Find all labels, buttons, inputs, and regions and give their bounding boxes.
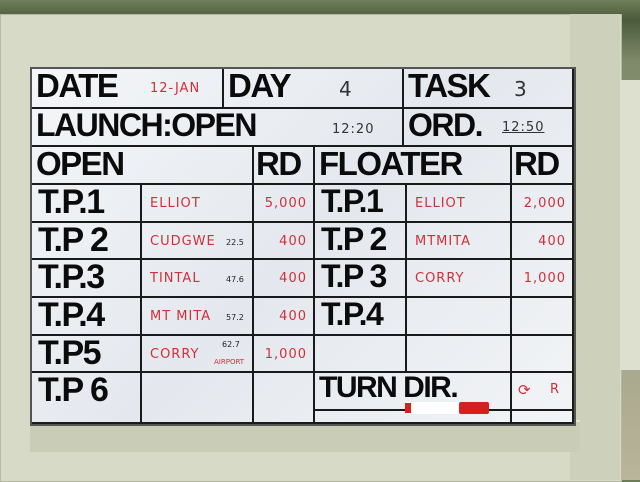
floater-tp-cell: T.P 2 [315,223,407,260]
floater-tp-name: CORRY [415,271,465,286]
open-rd-value: 400 [279,234,307,249]
open-header: OPEN [32,147,254,185]
day-cell: DAY 4 [224,69,404,109]
floater-tp-label: T.P.1 [321,185,384,219]
open-header-label: OPEN [36,147,125,182]
floater-name-cell [407,298,512,336]
floater-rd-value: 400 [538,234,566,249]
launch-cell: LAUNCH:OPEN 12:20 [32,109,404,147]
date-label: DATE [36,69,119,104]
open-rd-value: 1,000 [264,347,307,362]
turn-dir-value-cell: ⟳ R [512,373,574,411]
open-tp-label: T.P.3 [38,260,105,296]
open-rd-value: 5,000 [264,196,307,211]
date-cell: DATE 12-JAN [32,69,224,109]
open-name-cell: ELLIOT [142,185,254,223]
open-tp-note: AIRPORT [214,358,245,366]
floater-header: FLOATER [315,147,512,185]
open-rd-cell: 400 [254,298,315,336]
open-rd-cell: 5,000 [254,185,315,223]
open-tp-distance: 57.2 [226,313,244,322]
ord-label: ORD. [408,109,484,143]
open-tp-name: CUDGWE [150,234,216,249]
open-tp-name: ELLIOT [150,196,201,211]
ord-time: 12:50 [502,120,545,135]
floater-rd-value: 2,000 [523,196,566,211]
floater-rd-cell: 2,000 [512,185,574,223]
ord-cell: ORD. 12:50 [404,109,574,147]
open-tp-distance: 62.7 [222,340,240,349]
floater-tp-cell: T.P.4 [315,298,407,336]
open-rd-cell [254,373,315,424]
task-label: TASK [408,69,491,104]
floater-tp-label: T.P.4 [321,298,384,332]
floater-empty-cell [315,336,407,373]
blank-cell [512,411,574,424]
open-rd-cell: 400 [254,223,315,260]
open-tp-distance: 22.5 [226,238,244,247]
floater-empty-cell [407,336,512,373]
floater-rd-cell: 400 [512,223,574,260]
open-tp-label: T.P.4 [38,298,105,334]
rd2-header-label: RD [514,147,560,182]
task-cell: TASK 3 [404,69,574,109]
open-tp-cell: T.P5 [32,336,142,373]
day-label: DAY [228,69,292,104]
open-tp-cell: T.P 2 [32,223,142,260]
floater-tp-cell: T.P.1 [315,185,407,223]
blank-cell [315,411,512,424]
open-tp-cell: T.P 6 [32,373,142,424]
open-rd-cell: 1,000 [254,336,315,373]
floater-empty-cell [512,336,574,373]
open-rd-value: 400 [279,271,307,286]
open-tp-distance: 47.6 [226,275,244,284]
rd2-header: RD [512,147,574,185]
open-name-cell [142,373,254,424]
open-rd-cell: 400 [254,260,315,298]
floater-rd-cell [512,298,574,336]
open-name-cell: CORRY 62.7 AIRPORT [142,336,254,373]
open-tp-label: T.P 6 [38,373,109,409]
open-tp-label: T.P5 [38,336,102,372]
open-tp-cell: T.P.4 [32,298,142,336]
floater-tp-name: ELLIOT [415,196,466,211]
frame-post [570,14,620,480]
open-tp-cell: T.P.3 [32,260,142,298]
open-rd-value: 400 [279,309,307,324]
task-value: 3 [514,77,528,101]
open-tp-label: T.P.1 [38,185,105,221]
floater-rd-value: 1,000 [523,271,566,286]
open-tp-name: CORRY [150,347,200,362]
day-value: 4 [339,77,353,101]
launch-time: 12:20 [332,122,375,137]
rd-header: RD [254,147,315,185]
floater-name-cell: MTMITA [407,223,512,260]
turn-dir-label: TURN DIR. [319,373,459,404]
whiteboard: DATE 12-JAN DAY 4 TASK 3 LAUNCH:OPEN 12:… [30,67,576,426]
turn-dir-cell: TURN DIR. [315,373,512,411]
adjacent-board [620,80,640,370]
open-tp-name: MT MITA [150,309,212,324]
turn-dir-value: R [550,382,561,397]
open-tp-cell: T.P.1 [32,185,142,223]
red-whiteboard-marker[interactable] [405,402,489,414]
floater-rd-cell: 1,000 [512,260,574,298]
open-name-cell: TINTAL 47.6 [142,260,254,298]
open-tp-name: TINTAL [150,271,201,286]
open-tp-label: T.P 2 [38,223,109,259]
open-name-cell: MT MITA 57.2 [142,298,254,336]
floater-header-label: FLOATER [319,147,463,182]
circled-arrow-icon: ⟳ [518,381,532,399]
launch-label: LAUNCH:OPEN [36,109,257,143]
floater-tp-label: T.P 3 [321,260,387,294]
date-value: 12-JAN [150,81,201,96]
floater-tp-cell: T.P 3 [315,260,407,298]
floater-name-cell: CORRY [407,260,512,298]
rd-header-label: RD [256,147,302,182]
floater-tp-label: T.P 2 [321,223,387,257]
open-name-cell: CUDGWE 22.5 [142,223,254,260]
floater-tp-name: MTMITA [415,234,472,249]
floater-name-cell: ELLIOT [407,185,512,223]
